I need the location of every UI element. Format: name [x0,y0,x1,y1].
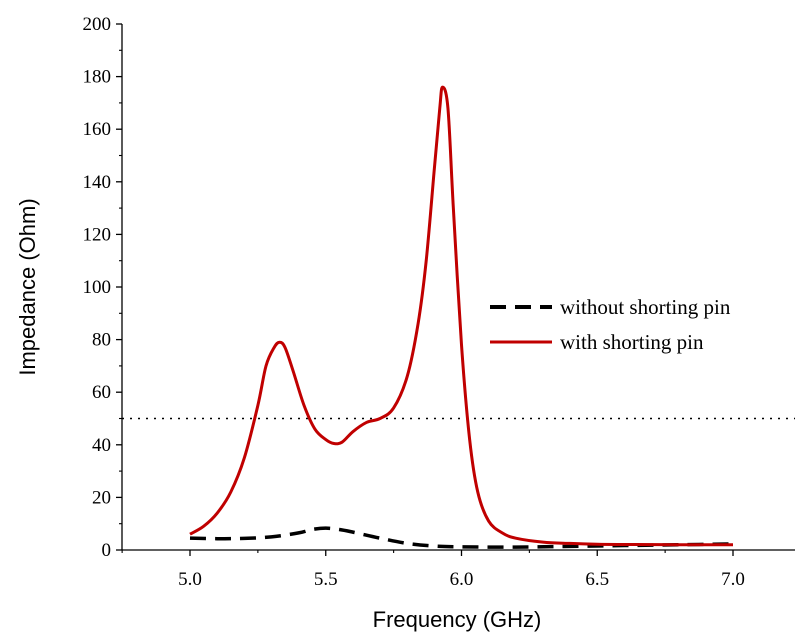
x-tick-label: 7.0 [721,569,745,590]
x-axis-title: Frequency (GHz) [373,607,542,632]
series-line-without-shorting-pin [189,526,734,549]
y-tick-label: 200 [83,14,112,35]
legend-label: with shorting pin [560,330,704,354]
series-line-with-shorting-pin [189,85,734,547]
y-tick-label: 40 [92,435,111,456]
x-tick-label: 6.5 [585,569,609,590]
legend-label: without shorting pin [560,295,731,319]
y-tick-label: 0 [102,540,112,561]
y-tick-label: 160 [83,119,112,140]
series-group [189,85,734,549]
y-tick-label: 120 [83,224,112,245]
x-tick-label: 5.5 [314,569,338,590]
legend: without shorting pin with shorting pin [487,287,793,359]
x-tick-label: 5.0 [178,569,202,590]
y-tick-label: 180 [83,67,112,88]
legend-box [487,287,793,359]
x-tick-label: 6.0 [450,569,474,590]
y-axis-title: Impedance (Ohm) [15,198,40,375]
y-tick-label: 140 [83,172,112,193]
y-tick-label: 80 [92,330,111,351]
y-tick-label: 20 [92,487,111,508]
axes: 0 20 40 60 80 100 120 140 160 180 200 5.0 5.5 6.0 6.5 7… [83,14,795,590]
y-tick-label: 100 [83,277,112,298]
y-tick-label: 60 [92,382,111,403]
